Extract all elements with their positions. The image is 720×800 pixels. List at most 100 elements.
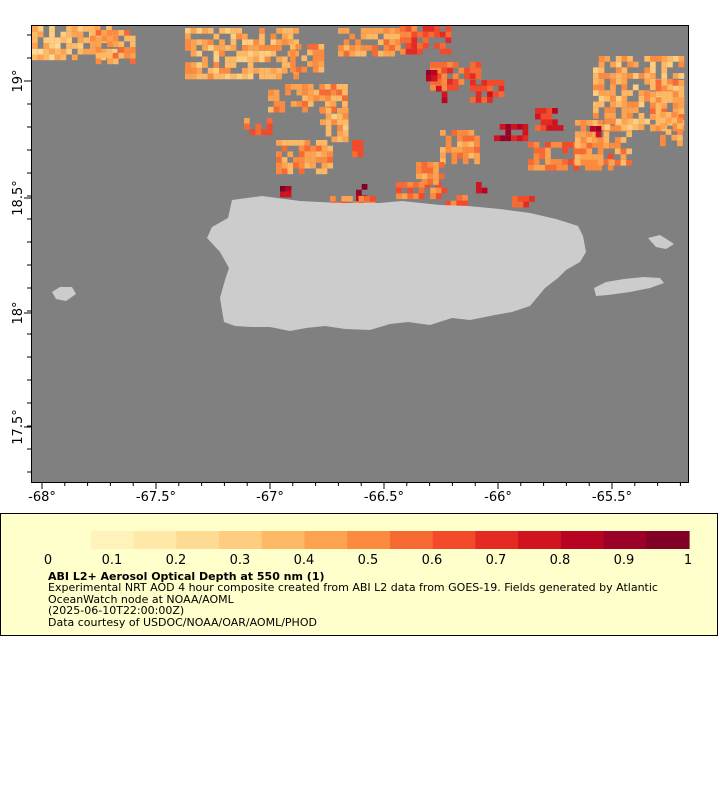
aod-pixel bbox=[597, 148, 604, 155]
aod-pixel bbox=[644, 95, 650, 102]
aod-pixel bbox=[626, 131, 632, 138]
aod-pixel bbox=[671, 117, 678, 124]
aod-pixel bbox=[337, 113, 343, 120]
aod-pixel bbox=[315, 145, 322, 152]
aod-pixel bbox=[590, 142, 597, 148]
aod-pixel bbox=[377, 28, 384, 34]
aod-pixel bbox=[129, 41, 136, 48]
aod-pixel bbox=[487, 80, 493, 86]
culebra-island bbox=[648, 235, 674, 249]
aod-map: -68° -67.5° -67° -66.5° -66° -65.5° 19° … bbox=[11, 25, 689, 505]
aod-pixel bbox=[620, 154, 627, 160]
aod-pixel bbox=[593, 67, 599, 74]
aod-pixel bbox=[540, 125, 547, 131]
aod-pixel bbox=[610, 118, 616, 125]
aod-pixel bbox=[655, 90, 662, 96]
aod-pixel bbox=[247, 50, 254, 57]
aod-pixel bbox=[644, 90, 650, 96]
colorbar-swatch bbox=[347, 531, 391, 549]
aod-pixel bbox=[621, 95, 628, 102]
aod-pixel bbox=[330, 89, 337, 96]
aod-pixel bbox=[276, 162, 282, 169]
aod-pixel bbox=[307, 95, 314, 102]
aod-pixel bbox=[604, 95, 611, 102]
aod-pixel bbox=[320, 108, 326, 114]
aod-pixel bbox=[597, 142, 604, 149]
map-border bbox=[31, 25, 689, 483]
aod-pixel bbox=[661, 108, 668, 115]
aod-pixel bbox=[196, 39, 203, 46]
aod-pixel bbox=[621, 90, 628, 96]
aod-pixel bbox=[377, 39, 384, 46]
aod-pixel bbox=[421, 173, 428, 180]
aod-pixel bbox=[441, 187, 448, 194]
aod-pixel bbox=[650, 125, 656, 132]
aod-pixel bbox=[236, 50, 242, 57]
aod-pixel bbox=[462, 158, 469, 165]
aod-pixel bbox=[279, 101, 286, 107]
aod-pixel bbox=[112, 58, 119, 65]
aod-pixel bbox=[281, 157, 288, 163]
aod-pixel bbox=[644, 73, 650, 79]
aod-pixel bbox=[190, 50, 197, 57]
aod-pixel bbox=[678, 114, 685, 120]
aod-pixel bbox=[481, 97, 488, 103]
aod-pixel bbox=[580, 131, 587, 138]
aod-pixel bbox=[304, 140, 311, 146]
aod-pixel bbox=[213, 67, 220, 74]
aod-pixel bbox=[411, 31, 418, 38]
aod-pixel bbox=[562, 147, 568, 154]
aod-pixel bbox=[586, 131, 593, 138]
aod-pixel bbox=[516, 135, 523, 142]
aod-pixel bbox=[389, 45, 395, 51]
aod-pixel bbox=[492, 91, 499, 98]
aod-pixel bbox=[528, 142, 534, 148]
aod-pixel bbox=[430, 79, 436, 85]
aod-pixel bbox=[318, 44, 325, 50]
aod-pixel bbox=[273, 106, 280, 113]
aod-pixel bbox=[418, 187, 425, 194]
aod-pixel bbox=[295, 44, 302, 50]
aod-pixel bbox=[615, 95, 622, 102]
aod-pixel bbox=[37, 26, 44, 32]
aod-pixel bbox=[285, 186, 292, 192]
aod-pixel bbox=[672, 97, 679, 103]
aod-pixel bbox=[458, 79, 465, 85]
aod-pixel bbox=[276, 168, 282, 175]
aod-pixel bbox=[330, 106, 337, 113]
aod-pixel bbox=[671, 134, 678, 141]
aod-pixel bbox=[296, 101, 303, 107]
puerto-rico-landmass bbox=[207, 196, 586, 331]
legend-description: Experimental NRT AOD 4 hour composite cr… bbox=[48, 581, 658, 606]
aod-pixel bbox=[678, 61, 685, 68]
aod-pixel bbox=[604, 107, 611, 113]
aod-pixel bbox=[593, 107, 599, 113]
aod-pixel bbox=[661, 80, 668, 86]
aod-pixel bbox=[626, 148, 632, 155]
aod-pixel bbox=[342, 125, 349, 131]
aod-pixel bbox=[593, 84, 599, 91]
aod-pixel bbox=[627, 90, 633, 96]
aod-pixel bbox=[266, 118, 273, 124]
aod-pixel bbox=[575, 137, 581, 143]
aod-pixel bbox=[196, 73, 203, 80]
aod-pixel bbox=[281, 39, 288, 46]
aod-pixel bbox=[49, 37, 55, 44]
aod-pixel bbox=[627, 113, 633, 119]
aod-pixel bbox=[417, 48, 423, 55]
aod-pixel bbox=[298, 145, 305, 152]
aod-pixel bbox=[290, 66, 296, 73]
aod-pixel bbox=[377, 50, 384, 57]
aod-pixel bbox=[213, 62, 220, 68]
aod-pixel bbox=[336, 84, 343, 90]
aod-pixel bbox=[427, 173, 434, 180]
aod-pixel bbox=[661, 85, 668, 92]
aod-pixel bbox=[435, 193, 442, 200]
aod-pixel bbox=[468, 141, 475, 148]
aod-pixel bbox=[307, 44, 313, 50]
aod-pixel bbox=[66, 37, 72, 44]
aod-pixel bbox=[357, 140, 364, 146]
aod-pixel bbox=[337, 119, 343, 126]
aod-pixel bbox=[575, 154, 581, 160]
lon-tick-label: -68° bbox=[28, 490, 56, 505]
